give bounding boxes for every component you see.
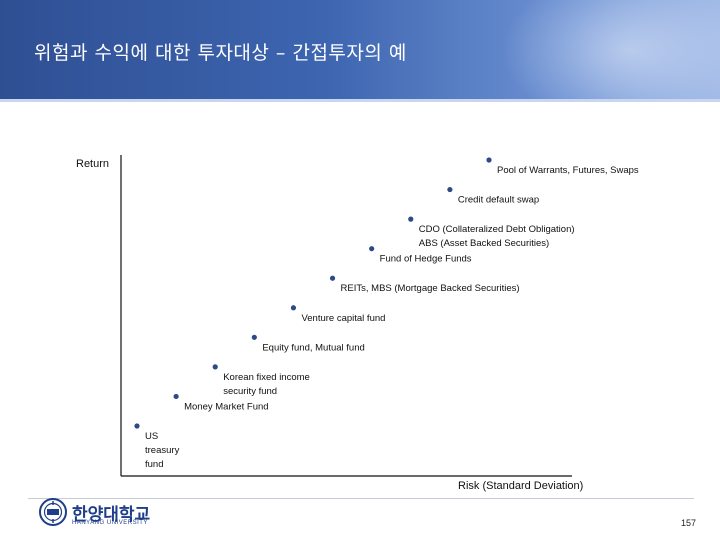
item-marker	[134, 423, 140, 429]
header-glow	[500, 0, 720, 102]
item-label-line: Credit default swap	[458, 195, 539, 206]
item-marker	[447, 186, 453, 193]
item-label-line: REITs, MBS (Mortgage Backed Securities)	[341, 283, 520, 294]
item-label-line: CDO (Collateralized Debt Obligation)	[419, 224, 575, 235]
item-label: Money Market Fund	[184, 401, 268, 412]
item-label: Credit default swap	[458, 195, 539, 206]
item-label: Pool of Warrants, Futures, Swaps	[497, 165, 639, 176]
item-marker	[251, 334, 257, 340]
investment-items: US treasury fund Money Market Fund Korean fi…	[134, 157, 639, 470]
page-number: 157	[680, 518, 696, 528]
university-seal-icon	[39, 498, 67, 526]
item-label-line: Fund of Hedge Funds	[380, 254, 472, 265]
item-marker	[486, 157, 492, 163]
item-label-line: Equity fund, Mutual fund	[262, 342, 364, 353]
item-label: Equity fund, Mutual fund	[262, 342, 364, 353]
item-label-line: ABS (Asset Backed Securities)	[419, 238, 549, 249]
slide-title: 위험과 수익에 대한 투자대상 – 간접투자의 예	[34, 42, 407, 64]
footer-divider	[28, 498, 694, 499]
item-label: CDO (Collateralized Debt Obligation) ABS …	[419, 224, 575, 249]
item-marker	[290, 305, 297, 311]
item-label-line: fund	[145, 459, 164, 470]
item-label: REITs, MBS (Mortgage Backed Securities)	[341, 283, 520, 294]
item-label: Korean fixed income security fund	[223, 372, 310, 397]
slide-header: 위험과 수익에 대한 투자대상 – 간접투자의 예	[0, 0, 720, 102]
header-bottom-bar	[0, 99, 720, 102]
item-label-line: Venture capital fund	[301, 313, 385, 324]
item-label-line: Pool of Warrants, Futures, Swaps	[497, 165, 639, 176]
item-marker	[329, 275, 336, 281]
item-label: Fund of Hedge Funds	[380, 254, 472, 265]
item-marker	[408, 216, 414, 222]
item-label-line: treasury	[145, 445, 180, 456]
item-label-line: security fund	[223, 386, 277, 397]
item-label-line: Money Market Fund	[184, 401, 268, 412]
item-label: US treasury fund	[145, 431, 180, 470]
item-label: Venture capital fund	[301, 313, 385, 324]
y-axis-label: Return	[76, 158, 109, 170]
x-axis-label: Risk (Standard Deviation)	[458, 480, 583, 492]
item-label-line: Korean fixed income	[223, 372, 310, 383]
item-marker	[369, 246, 375, 252]
item-label-line: US	[145, 431, 158, 442]
university-logo-text: 한양대학교	[72, 505, 151, 525]
university-logo-subtext: HANYANG UNIVERSITY	[72, 520, 148, 526]
item-marker	[173, 393, 179, 400]
item-marker	[212, 364, 218, 370]
